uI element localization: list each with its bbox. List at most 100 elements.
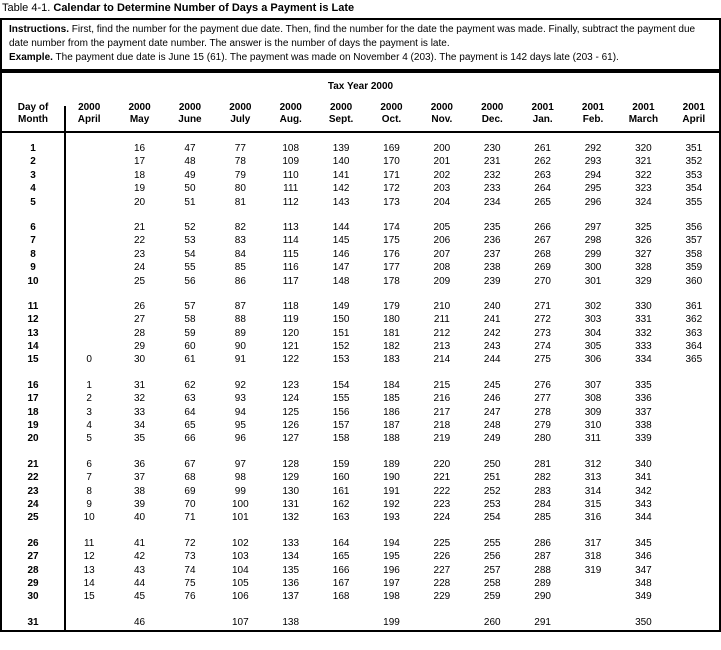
value-cell: 145 (332, 235, 350, 247)
value-cell: 161 (332, 485, 350, 497)
table-row: 7 22 53 83 114 145 175 206 236 267 298 326 357 (2, 234, 719, 247)
value-cell: 121 (282, 341, 300, 353)
value-cell: 64 (184, 406, 196, 418)
value-cell (669, 432, 719, 445)
value-cell: 54 (184, 248, 196, 260)
value-cell: 225 (433, 537, 451, 549)
value-cell: 362 (685, 314, 703, 326)
value-cell: 104 (231, 564, 249, 576)
value-cell: 268 (534, 248, 551, 260)
value-cell: 194 (383, 537, 400, 549)
value-cell: 108 (282, 143, 300, 154)
value-cell: 59 (184, 327, 196, 339)
table-row: 21 6 36 67 97 128 159 189 220 250 281 312 340 (2, 458, 719, 471)
value-cell: 177 (383, 262, 400, 274)
value-cell: 120 (282, 327, 300, 339)
instructions-paragraph: Instructions. First, find the number for… (9, 23, 712, 51)
value-cell: 184 (383, 379, 400, 391)
value-cell: 348 (635, 577, 652, 589)
month-header-year: 2000 (329, 102, 353, 113)
value-cell: 3 (86, 406, 92, 418)
value-cell: 72 (184, 537, 196, 549)
value-cell: 16 (134, 143, 146, 154)
value-cell: 289 (534, 577, 551, 589)
value-cell: 296 (584, 196, 602, 208)
day-cell: 15 (27, 354, 39, 366)
column-header-row: Day of Month 2000 April 2000 May 2000 June 200… (2, 94, 719, 133)
value-cell: 222 (433, 485, 451, 497)
value-cell: 97 (234, 458, 246, 470)
value-cell: 239 (483, 275, 501, 287)
value-cell: 117 (282, 275, 299, 287)
value-cell: 131 (282, 498, 300, 510)
value-cell: 109 (282, 156, 300, 168)
example-text: The payment due date is June 15 (61). Th… (55, 52, 619, 63)
value-cell: 355 (685, 196, 703, 208)
table-row: 10 25 56 86 117 148 178 209 239 270 301 329 360 (2, 275, 719, 288)
value-cell: 230 (483, 143, 501, 154)
value-cell: 255 (483, 537, 501, 549)
value-cell: 158 (332, 433, 350, 445)
value-cell: 163 (332, 512, 350, 524)
value-cell: 195 (383, 551, 400, 563)
value-cell: 186 (383, 406, 400, 418)
example-label: Example. (9, 52, 53, 63)
table-row: 16 1 31 62 92 123 154 184 215 245 276 307 335 (2, 379, 719, 392)
value-cell: 220 (433, 458, 451, 470)
value-cell: 122 (282, 354, 300, 366)
value-cell: 92 (234, 379, 246, 391)
value-cell (64, 196, 114, 209)
day-cell: 22 (27, 472, 39, 484)
value-cell: 189 (383, 458, 400, 470)
group-gap (2, 604, 719, 616)
day-cell: 19 (27, 420, 39, 432)
group-gap (2, 367, 719, 379)
table-row: 20 5 35 66 96 127 158 188 219 249 280 311 339 (2, 432, 719, 445)
value-cell: 281 (534, 458, 551, 470)
value-cell: 103 (231, 551, 249, 563)
value-cell (669, 379, 719, 392)
value-cell: 50 (184, 183, 196, 195)
month-header-year: 2000 (430, 102, 453, 113)
value-cell: 105 (231, 577, 249, 589)
value-cell (64, 313, 114, 326)
value-cell: 313 (584, 472, 602, 484)
value-cell: 261 (534, 143, 551, 154)
value-cell: 1 (86, 379, 92, 391)
month-header-name: May (129, 114, 150, 125)
value-cell (64, 155, 114, 168)
value-cell: 267 (534, 235, 551, 247)
value-cell: 269 (534, 262, 551, 274)
value-cell: 31 (134, 379, 146, 391)
value-cell: 61 (184, 354, 196, 366)
value-cell: 91 (234, 354, 246, 366)
value-cell: 123 (282, 379, 300, 391)
month-header-year: 2000 (229, 102, 252, 113)
value-cell: 318 (584, 551, 602, 563)
value-cell: 264 (534, 183, 551, 195)
value-cell: 251 (483, 472, 501, 484)
value-cell: 196 (383, 564, 400, 576)
value-cell: 270 (534, 275, 551, 287)
value-cell: 178 (383, 275, 400, 287)
value-cell: 85 (234, 262, 246, 274)
value-cell: 67 (184, 458, 196, 470)
value-cell: 93 (234, 393, 246, 405)
value-cell: 12 (83, 551, 95, 563)
month-column-header: 2000 Nov. (417, 102, 467, 126)
value-cell: 359 (685, 262, 703, 274)
value-cell: 150 (332, 314, 350, 326)
value-cell: 46 (134, 616, 146, 628)
value-cell: 125 (282, 406, 300, 418)
value-cell: 330 (635, 300, 652, 312)
value-cell: 171 (383, 169, 400, 181)
table-row: 2 17 48 78 109 140 170 201 231 262 293 321 352 (2, 155, 719, 168)
value-cell: 202 (433, 169, 451, 181)
value-cell: 28 (134, 327, 146, 339)
value-cell: 13 (83, 564, 95, 576)
table-row: 9 24 55 85 116 147 177 208 238 269 300 328 359 (2, 261, 719, 274)
value-cell: 56 (184, 275, 196, 287)
value-cell: 212 (433, 327, 451, 339)
value-cell: 47 (184, 143, 196, 154)
value-cell: 277 (534, 393, 551, 405)
